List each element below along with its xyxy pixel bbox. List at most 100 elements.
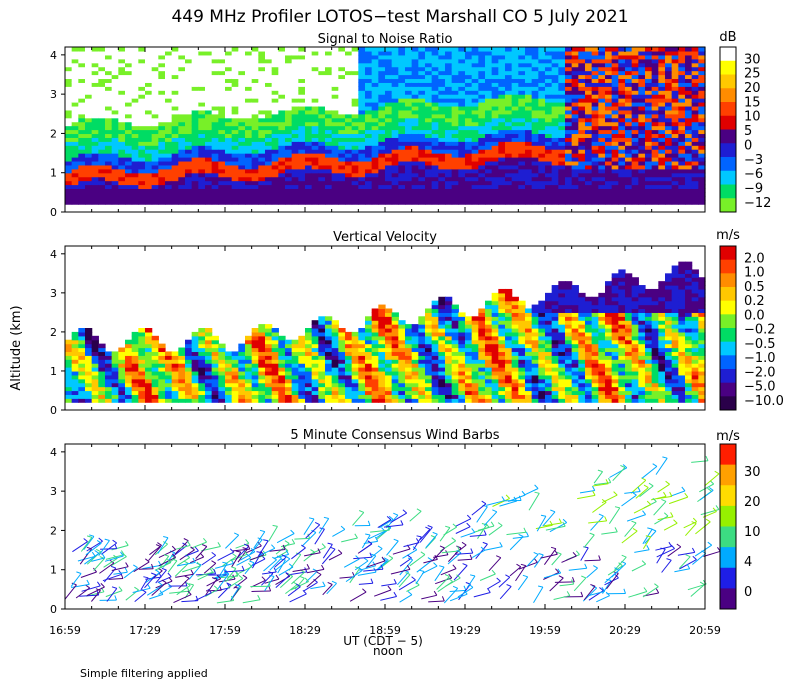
- snr-cell: [298, 98, 306, 103]
- velocity-cell: [265, 359, 273, 364]
- snr-cell: [525, 98, 533, 103]
- snr-cell: [618, 168, 626, 174]
- snr-cell: [405, 102, 413, 107]
- snr-cell: [538, 168, 546, 174]
- snr-cell: [551, 78, 559, 83]
- snr-cell: [491, 200, 499, 205]
- snr-cell: [438, 47, 446, 52]
- snr-cell: [531, 149, 539, 154]
- snr-cell: [178, 109, 186, 115]
- snr-cell: [271, 74, 279, 80]
- snr-cell: [491, 47, 499, 52]
- velocity-cell: [445, 296, 453, 302]
- snr-cell: [411, 149, 419, 154]
- snr-cell: [138, 70, 146, 76]
- snr-cell: [138, 74, 146, 80]
- snr-cell: [65, 196, 73, 201]
- snr-cell: [651, 78, 659, 83]
- snr-cell: [171, 133, 179, 138]
- snr-cell: [478, 164, 486, 170]
- snr-cell: [418, 141, 426, 146]
- snr-cell: [391, 196, 399, 201]
- velocity-cell: [225, 390, 233, 395]
- snr-cell: [565, 192, 573, 197]
- snr-cell: [218, 62, 226, 68]
- snr-cell: [271, 98, 279, 103]
- snr-cell: [538, 113, 546, 119]
- snr-cell: [158, 184, 166, 190]
- snr-cell: [411, 200, 419, 205]
- snr-cell: [265, 192, 273, 197]
- snr-cell: [518, 47, 526, 52]
- snr-cell: [591, 70, 599, 76]
- velocity-cell: [191, 398, 199, 403]
- snr-cell: [538, 62, 546, 68]
- snr-cell: [625, 121, 633, 127]
- snr-cell: [658, 145, 666, 150]
- figure-title: 449 MHz Profiler LOTOS−test Marshall CO …: [171, 7, 628, 27]
- velocity-cell: [338, 339, 346, 345]
- snr-cell: [505, 188, 513, 193]
- velocity-cell: [131, 370, 139, 376]
- snr-cell: [671, 94, 679, 99]
- velocity-cell: [378, 351, 386, 356]
- snr-cell: [318, 109, 326, 115]
- velocity-cell: [405, 359, 413, 364]
- snr-cell: [151, 149, 159, 154]
- snr-cell: [185, 125, 193, 131]
- snr-cell: [631, 74, 639, 80]
- snr-cell: [211, 196, 219, 201]
- snr-cell: [165, 200, 173, 205]
- velocity-cell: [345, 343, 353, 349]
- velocity-cell: [425, 359, 433, 364]
- snr-cell: [385, 58, 393, 64]
- snr-cell: [125, 153, 133, 158]
- snr-cell: [118, 113, 126, 119]
- snr-cell: [605, 109, 613, 115]
- snr-cell: [698, 192, 706, 197]
- snr-cell: [338, 172, 346, 178]
- snr-cell: [198, 125, 206, 131]
- snr-cell: [638, 149, 646, 154]
- velocity-cell: [458, 386, 466, 392]
- snr-cell: [151, 105, 159, 111]
- snr-cell: [371, 94, 379, 99]
- snr-cell: [65, 50, 73, 56]
- velocity-cell: [245, 347, 253, 353]
- snr-cell: [365, 50, 373, 56]
- snr-cell: [138, 180, 146, 186]
- snr-cell: [285, 86, 293, 91]
- snr-cell: [171, 149, 179, 154]
- snr-cell: [338, 137, 346, 142]
- snr-cell: [431, 105, 439, 111]
- snr-cell: [611, 145, 619, 150]
- snr-cell: [411, 125, 419, 131]
- snr-cell: [338, 94, 346, 99]
- snr-cell: [478, 129, 486, 135]
- snr-cell: [605, 196, 613, 201]
- velocity-cell: [78, 343, 86, 349]
- snr-cell: [298, 82, 306, 87]
- snr-cell: [625, 141, 633, 146]
- snr-cell: [338, 66, 346, 72]
- velocity-cell: [131, 386, 139, 392]
- snr-cell: [65, 54, 73, 60]
- snr-cell: [371, 102, 379, 107]
- snr-cell: [531, 184, 539, 190]
- snr-cell: [571, 105, 579, 111]
- velocity-cell: [305, 355, 313, 360]
- velocity-cell: [358, 370, 366, 376]
- snr-cell: [271, 172, 279, 178]
- snr-cell: [251, 153, 259, 158]
- snr-cell: [185, 141, 193, 146]
- velocity-cell: [425, 308, 433, 313]
- velocity-cell: [178, 370, 186, 376]
- snr-cell: [71, 133, 79, 138]
- snr-cell: [645, 160, 653, 166]
- velocity-cell: [71, 378, 79, 384]
- snr-cell: [105, 117, 113, 123]
- snr-cell: [358, 168, 366, 174]
- snr-cell: [365, 105, 373, 111]
- velocity-cell: [265, 382, 273, 388]
- snr-cell: [251, 66, 259, 72]
